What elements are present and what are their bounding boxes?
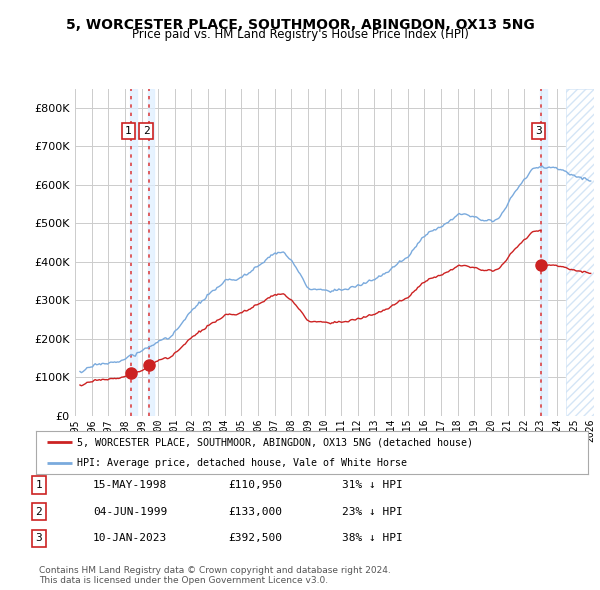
Bar [566,88,594,416]
Text: 5, WORCESTER PLACE, SOUTHMOOR, ABINGDON, OX13 5NG: 5, WORCESTER PLACE, SOUTHMOOR, ABINGDON,… [65,18,535,32]
Text: Contains HM Land Registry data © Crown copyright and database right 2024.
This d: Contains HM Land Registry data © Crown c… [39,566,391,585]
Text: £392,500: £392,500 [228,533,282,543]
Text: 1: 1 [35,480,43,490]
Text: 5, WORCESTER PLACE, SOUTHMOOR, ABINGDON, OX13 5NG (detached house): 5, WORCESTER PLACE, SOUTHMOOR, ABINGDON,… [77,437,473,447]
Text: 23% ↓ HPI: 23% ↓ HPI [342,507,403,516]
Bar [148,88,154,416]
Text: 2: 2 [143,126,149,136]
Text: HPI: Average price, detached house, Vale of White Horse: HPI: Average price, detached house, Vale… [77,458,407,468]
Text: £110,950: £110,950 [228,480,282,490]
Text: £133,000: £133,000 [228,507,282,516]
Text: 38% ↓ HPI: 38% ↓ HPI [342,533,403,543]
Text: 1: 1 [125,126,132,136]
Text: 10-JAN-2023: 10-JAN-2023 [93,533,167,543]
Text: Price paid vs. HM Land Registry's House Price Index (HPI): Price paid vs. HM Land Registry's House … [131,28,469,41]
Text: 2: 2 [35,507,43,516]
Text: 04-JUN-1999: 04-JUN-1999 [93,507,167,516]
Text: 15-MAY-1998: 15-MAY-1998 [93,480,167,490]
Text: 31% ↓ HPI: 31% ↓ HPI [342,480,403,490]
Bar [566,88,594,416]
Text: 3: 3 [535,126,542,136]
Text: 3: 3 [35,533,43,543]
Bar [130,88,137,416]
Bar [541,88,547,416]
